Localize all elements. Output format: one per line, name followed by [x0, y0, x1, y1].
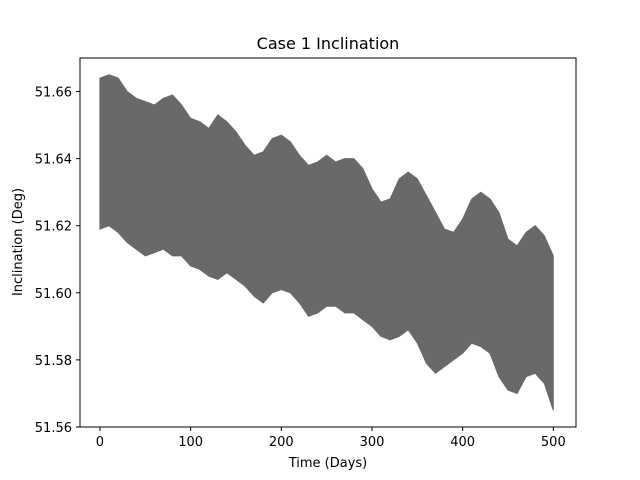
y-axis: 51.56 51.58 51.60 51.62 51.64 51.66	[35, 86, 80, 436]
x-tick-label: 100	[178, 435, 203, 450]
y-tick-label: 51.58	[35, 354, 72, 369]
inclination-band	[99, 74, 554, 411]
y-tick-label: 51.66	[35, 86, 72, 101]
x-axis-label: Time (Days)	[288, 456, 368, 471]
x-tick-label: 400	[450, 435, 475, 450]
chart-title: Case 1 Inclination	[257, 34, 400, 53]
plot-frame	[79, 57, 577, 428]
y-tick-label: 51.64	[35, 153, 72, 168]
y-tick-label: 51.56	[35, 421, 72, 436]
x-tick-label: 200	[269, 435, 294, 450]
plot-area	[99, 74, 554, 411]
y-tick-label: 51.60	[35, 287, 72, 302]
y-axis-label: Inclination (Deg)	[11, 188, 26, 296]
x-tick-label: 0	[96, 435, 104, 450]
x-axis: 0 100 200 300 400 500	[96, 427, 566, 450]
x-tick-label: 300	[360, 435, 385, 450]
x-tick-label: 500	[541, 435, 566, 450]
y-tick-label: 51.62	[35, 220, 72, 235]
